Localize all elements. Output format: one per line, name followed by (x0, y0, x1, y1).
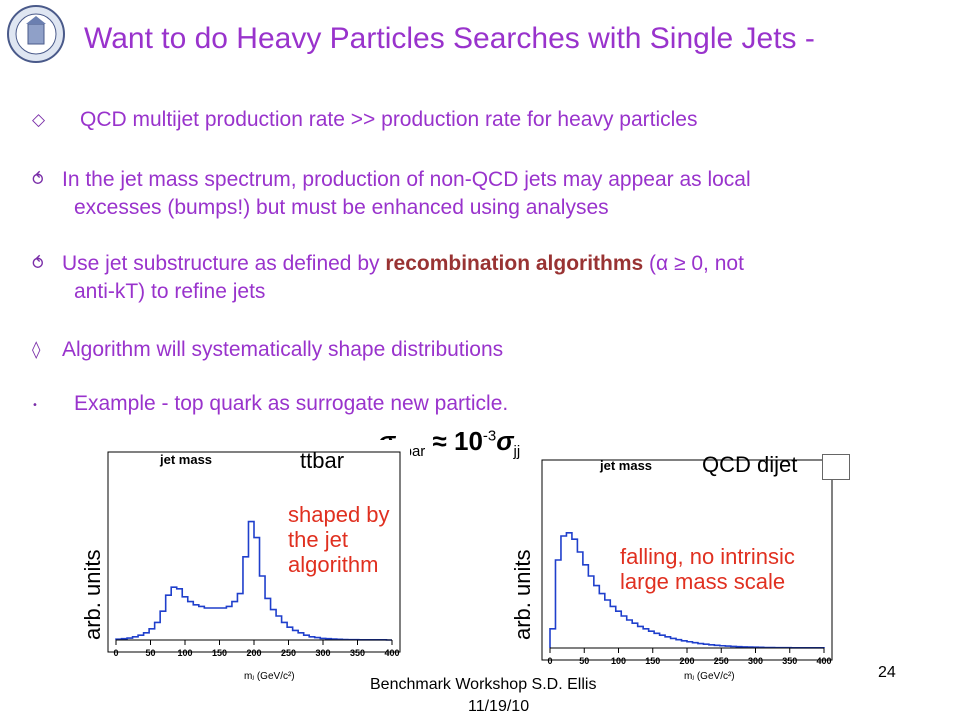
x-tick-label: 50 (579, 656, 589, 666)
plot-1-annotation: shaped by the jet algorithm (288, 502, 390, 577)
plot-2-xlabel: mⱼ (GeV/c²) (684, 671, 735, 682)
diamond-bullet-icon: ◇ (32, 110, 46, 130)
x-tick-labels: 0 50 100 150 200 250 300 350 400 (547, 647, 832, 666)
x-tick-label: 0 (547, 656, 552, 666)
plot-2-annotation: falling, no intrinsic large mass scale (620, 544, 795, 594)
plot-title: jet mass (159, 452, 212, 467)
bullet-5-text: Example - top quark as surrogate new par… (74, 392, 509, 415)
x-tick-label: 100 (177, 648, 192, 658)
bullet-1: ◇ QCD multijet production rate >> produc… (32, 106, 932, 136)
x-tick-label: 350 (350, 648, 365, 658)
bullet-3-post: (α ≥ 0, not (643, 252, 744, 275)
slide-title: Want to do Heavy Particles Searches with… (84, 22, 815, 55)
qcd-jet-mass-plot: jet mass 0 50 100 150 200 250 300 350 400 (520, 440, 860, 690)
cross-section-ratio: σttbar ≈ 10-3σjj (378, 426, 520, 460)
bullet-4: ◊ Algorithm will systematically shape di… (32, 336, 932, 366)
x-tick-label: 400 (816, 656, 831, 666)
bullet-3-bold: recombination algorithms (385, 252, 644, 275)
annotation-line: shaped by (288, 502, 390, 527)
bullet-2-line2: excesses (bumps!) but must be enhanced u… (74, 196, 609, 219)
arrow-bullet-icon: ⥀ (32, 254, 44, 274)
annotation-line: large mass scale (620, 569, 786, 594)
x-tick-label: 50 (145, 648, 155, 658)
sigma-symbol-2: σ (496, 426, 514, 456)
legend-box (822, 454, 850, 480)
footer-line-2: 11/19/10 (468, 698, 530, 715)
bullet-2: ⥀ In the jet mass spectrum, production o… (32, 166, 952, 224)
bullet-3-pre: Use jet substructure as defined by (62, 252, 386, 275)
dot-bullet-icon: • (32, 400, 38, 411)
x-tick-label: 300 (748, 656, 763, 666)
annotation-line: algorithm (288, 552, 379, 577)
sigma-sub-jj: jj (513, 443, 521, 461)
plot-1-label: ttbar (300, 448, 345, 473)
x-tick-label: 300 (315, 648, 330, 658)
arrow-bullet-icon: ⥀ (32, 170, 44, 190)
plot-2-ylabel: arb. units (510, 549, 535, 641)
x-tick-label: 150 (212, 648, 227, 658)
x-tick-label: 350 (782, 656, 797, 666)
footer-line-1: Benchmark Workshop S.D. Ellis (370, 676, 597, 693)
bullet-2-line1: In the jet mass spectrum, production of … (62, 168, 751, 191)
x-tick-label: 200 (246, 648, 261, 658)
x-tick-label: 400 (384, 648, 399, 658)
histogram-series-qcd (549, 532, 825, 649)
bullet-4-text: Algorithm will systematically shape dist… (62, 338, 504, 361)
bullet-5: • Example - top quark as surrogate new p… (32, 390, 932, 420)
bullet-1-text: QCD multijet production rate >> producti… (80, 108, 698, 131)
annotation-line: falling, no intrinsic (620, 544, 795, 569)
plot-2-label: QCD dijet (702, 452, 798, 477)
x-tick-label: 200 (679, 656, 694, 666)
bullet-3-line1: Use jet substructure as defined by recom… (62, 250, 744, 278)
plot-frame (541, 459, 833, 661)
plot-1-ylabel: arb. units (80, 549, 105, 641)
x-tick-label: 100 (611, 656, 626, 666)
university-seal-logo (6, 4, 66, 64)
x-tick-label: 150 (645, 656, 660, 666)
histogram-series-ttbar (115, 520, 392, 641)
x-tick-labels: 0 50 100 150 200 250 300 350 400 (113, 639, 400, 658)
annotation-line: the jet (288, 527, 348, 552)
ttbar-jet-mass-plot: jet mass 0 50 100 150 200 250 300 350 400 (90, 440, 410, 690)
x-tick-label: 0 (113, 648, 118, 658)
plot-title: jet mass (599, 458, 652, 473)
sigma-exponent: -3 (482, 427, 497, 445)
page-number: 24 (878, 664, 896, 681)
diamond-bullet-icon: ◊ (32, 340, 41, 360)
x-tick-label: 250 (281, 648, 296, 658)
plot-frame (107, 451, 401, 653)
plot-1-xlabel: mⱼ (GeV/c²) (244, 671, 295, 682)
x-tick-label: 250 (714, 656, 729, 666)
bullet-3: ⥀ Use jet substructure as defined by rec… (32, 250, 952, 308)
sigma-approx: ≈ 10 (425, 426, 483, 456)
bullet-3-line2: anti-kT) to refine jets (74, 280, 266, 303)
